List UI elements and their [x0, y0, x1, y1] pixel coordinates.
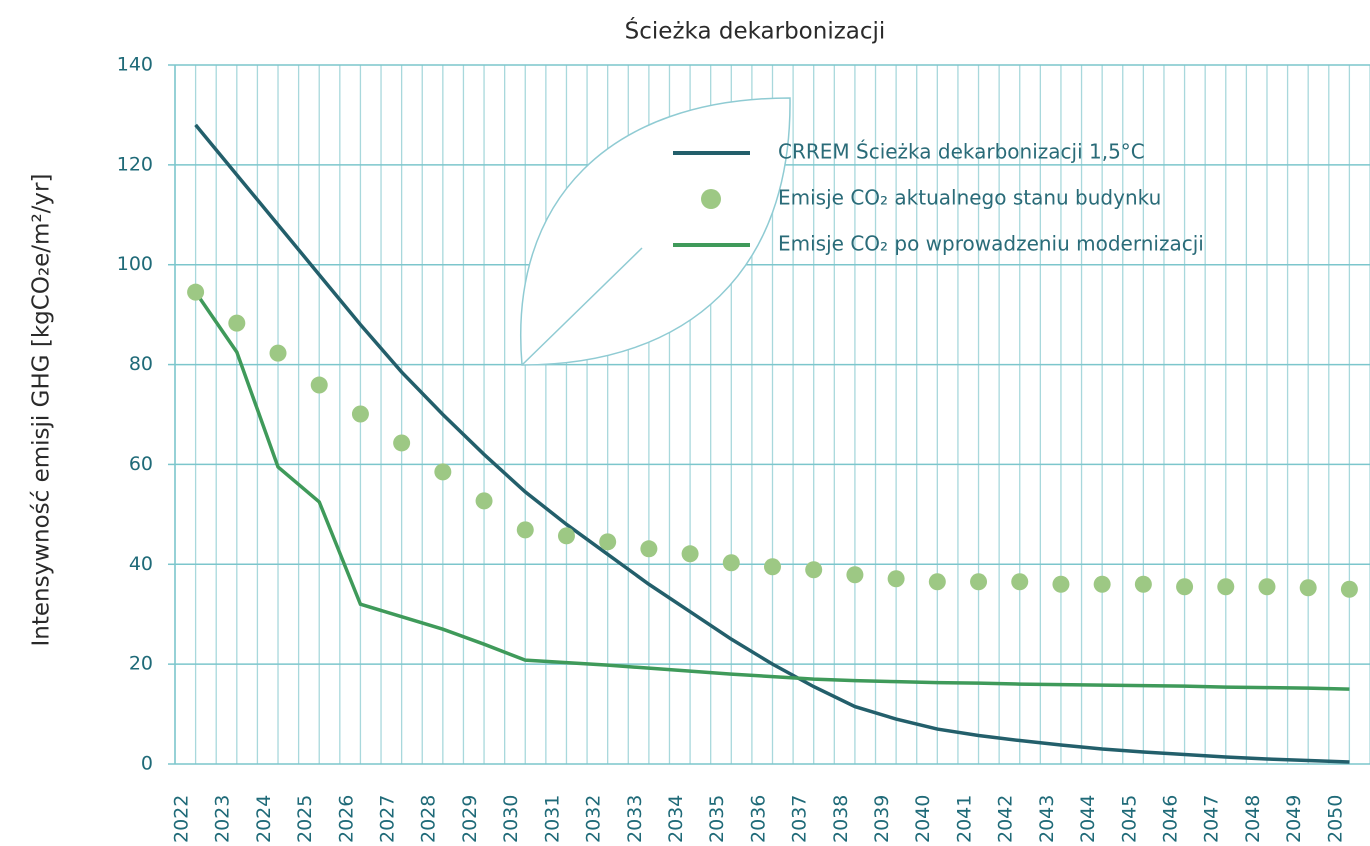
- dot: [311, 377, 328, 394]
- dot: [888, 570, 905, 587]
- x-tick-label: 2028: [418, 795, 440, 843]
- dot: [1052, 576, 1069, 593]
- x-tick-label: 2034: [665, 795, 687, 843]
- x-tick-label: 2049: [1283, 795, 1305, 843]
- dot: [723, 554, 740, 571]
- dot: [187, 284, 204, 301]
- x-tick-label: 2044: [1077, 795, 1099, 843]
- y-axis-label: Intensywność emisji GHG [kgCO₂e/m²/yr]: [29, 174, 55, 647]
- dot: [970, 573, 987, 590]
- dot: [517, 521, 534, 538]
- x-tick-label: 2025: [294, 795, 316, 843]
- x-tick-label: 2040: [912, 795, 934, 843]
- dot: [1176, 578, 1193, 595]
- x-tick-label: 2035: [706, 795, 728, 843]
- x-tick-label: 2043: [1036, 795, 1058, 843]
- x-tick-label: 2024: [253, 795, 275, 843]
- x-tick-label: 2036: [747, 795, 769, 843]
- dot: [270, 345, 287, 362]
- x-tick-label: 2037: [789, 795, 811, 843]
- chart-title: Ścieżka dekarbonizacji: [625, 17, 886, 45]
- dot: [434, 463, 451, 480]
- y-tick-label: 80: [129, 353, 153, 375]
- legend-label: CRREM Ścieżka dekarbonizacji 1,5°C: [778, 140, 1145, 164]
- x-tick-label: 2039: [871, 795, 893, 843]
- chart: Ścieżka dekarbonizacji Intensywność emis…: [0, 0, 1370, 846]
- x-tick-label: 2042: [995, 795, 1017, 843]
- x-tick-label: 2031: [541, 795, 563, 843]
- x-tick-label: 2046: [1159, 795, 1181, 843]
- leaf-decoration: [521, 98, 790, 365]
- dot: [1258, 578, 1275, 595]
- dot: [1011, 573, 1028, 590]
- dot: [640, 540, 657, 557]
- x-tick-label: 2047: [1201, 795, 1223, 843]
- legend-label: Emisje CO₂ aktualnego stanu budynku: [778, 186, 1161, 210]
- dot: [805, 561, 822, 578]
- y-tick-label: 20: [129, 653, 153, 675]
- legend-marker: [701, 189, 721, 209]
- x-tick-label: 2050: [1324, 795, 1346, 843]
- dot: [1094, 576, 1111, 593]
- dot: [1217, 578, 1234, 595]
- y-tick-label: 40: [129, 553, 153, 575]
- y-tick-label: 120: [117, 153, 153, 175]
- x-tick-label: 2023: [212, 795, 234, 843]
- x-tick-label: 2038: [830, 795, 852, 843]
- x-tick-label: 2022: [171, 795, 193, 843]
- y-tick-label: 100: [117, 253, 153, 275]
- dot: [929, 573, 946, 590]
- x-tick-label: 2033: [624, 795, 646, 843]
- dot: [846, 566, 863, 583]
- y-tick-label: 60: [129, 453, 153, 475]
- dot: [352, 406, 369, 423]
- dot: [1300, 579, 1317, 596]
- x-tick-label: 2026: [335, 795, 357, 843]
- legend-label: Emisje CO₂ po wprowadzeniu modernizacji: [778, 232, 1204, 256]
- x-tick-label: 2029: [459, 795, 481, 843]
- y-tick-label: 0: [141, 753, 153, 775]
- dot: [764, 558, 781, 575]
- x-tick-label: 2032: [583, 795, 605, 843]
- x-tick-label: 2027: [377, 795, 399, 843]
- dot: [1341, 581, 1358, 598]
- dot: [558, 527, 575, 544]
- dot: [476, 492, 493, 509]
- dot: [599, 533, 616, 550]
- dot: [393, 434, 410, 451]
- dot: [228, 315, 245, 332]
- y-tick-label: 140: [117, 54, 153, 76]
- dot: [682, 545, 699, 562]
- x-tick-label: 2041: [953, 795, 975, 843]
- x-tick-label: 2048: [1242, 795, 1264, 843]
- x-tick-label: 2045: [1118, 795, 1140, 843]
- x-tick-label: 2030: [500, 795, 522, 843]
- dot: [1135, 576, 1152, 593]
